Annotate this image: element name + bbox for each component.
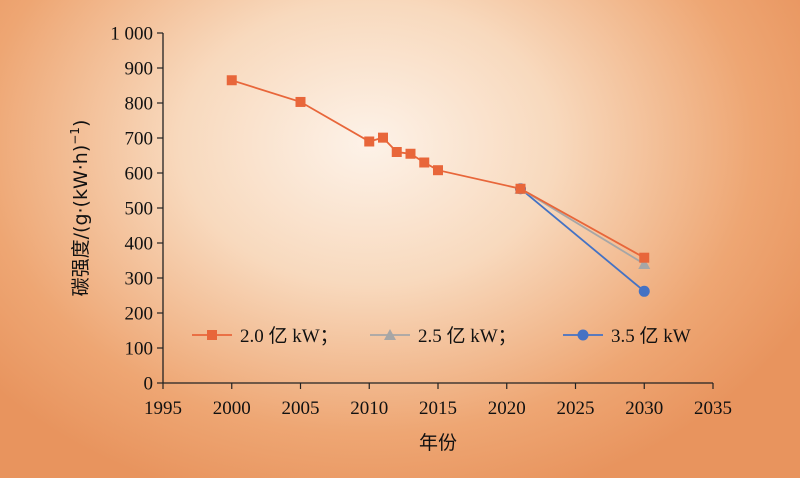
x-tick-label: 2030 bbox=[625, 398, 663, 419]
x-tick-label: 2020 bbox=[488, 398, 526, 419]
y-tick-label: 0 bbox=[144, 374, 154, 395]
x-axis-title: 年份 bbox=[419, 432, 457, 454]
y-tick-label: 700 bbox=[125, 129, 154, 150]
x-tick-label: 2035 bbox=[694, 398, 732, 419]
data-point bbox=[638, 258, 651, 269]
y-axis-title-main: 碳强度/(g·(kW·h) bbox=[70, 145, 92, 297]
y-tick-label: 400 bbox=[125, 234, 154, 255]
data-point bbox=[419, 157, 430, 168]
y-axis-title: 碳强度/(g·(kW·h)−1) bbox=[68, 120, 92, 297]
legend-item: 2.0 亿 kW； bbox=[192, 325, 339, 347]
y-tick-label: 500 bbox=[125, 199, 154, 220]
legend-marker bbox=[577, 329, 589, 341]
data-point bbox=[226, 75, 237, 86]
y-ticks: 0 100 200 300 400 500 600 700 800 900 1 000 bbox=[110, 24, 163, 395]
y-tick-label: 300 bbox=[125, 269, 154, 290]
data-point bbox=[364, 136, 375, 147]
series-layer bbox=[226, 75, 651, 297]
series-3 bbox=[515, 183, 650, 297]
x-tick-label: 2010 bbox=[350, 398, 388, 419]
series-line bbox=[231, 79, 645, 259]
y-axis-title-exponent: −1 bbox=[68, 127, 82, 145]
y-tick-label: 600 bbox=[125, 164, 154, 185]
y-tick-label: 1 000 bbox=[110, 24, 153, 45]
data-point bbox=[639, 252, 650, 263]
x-tick-label: 2025 bbox=[557, 398, 595, 419]
legend-item: 2.5 亿 kW； bbox=[370, 325, 517, 347]
legend-label: 2.5 亿 kW； bbox=[418, 325, 517, 347]
series-line bbox=[519, 188, 645, 292]
y-tick-label: 800 bbox=[125, 94, 154, 115]
y-tick-label: 100 bbox=[125, 339, 154, 360]
series-1 bbox=[226, 75, 650, 263]
legend-item: 3.5 亿 kW bbox=[563, 325, 691, 347]
x-tick-label: 2015 bbox=[419, 398, 457, 419]
data-point bbox=[515, 183, 526, 194]
data-point bbox=[638, 285, 650, 297]
data-point bbox=[378, 132, 388, 143]
series-line bbox=[520, 187, 645, 265]
y-tick-label: 200 bbox=[125, 304, 154, 325]
legend-label: 3.5 亿 kW bbox=[611, 325, 691, 347]
x-tick-label: 1995 bbox=[144, 398, 182, 419]
y-axis-title-close: ) bbox=[70, 120, 92, 127]
legend-marker bbox=[384, 329, 396, 340]
data-point bbox=[433, 165, 443, 176]
y-tick-label: 900 bbox=[125, 59, 154, 80]
x-tick-label: 2000 bbox=[213, 398, 251, 419]
legend: 2.0 亿 kW； 2.5 亿 kW； 3.5 亿 kW bbox=[192, 325, 691, 347]
data-point bbox=[391, 147, 402, 157]
data-point bbox=[405, 148, 416, 159]
legend-marker bbox=[207, 330, 217, 340]
data-point bbox=[295, 96, 306, 107]
legend-label: 2.0 亿 kW； bbox=[240, 325, 339, 347]
x-tick-label: 2005 bbox=[282, 398, 320, 419]
x-ticks: 1995 2000 2005 2010 2015 2020 2025 2030 2035 bbox=[144, 383, 732, 419]
